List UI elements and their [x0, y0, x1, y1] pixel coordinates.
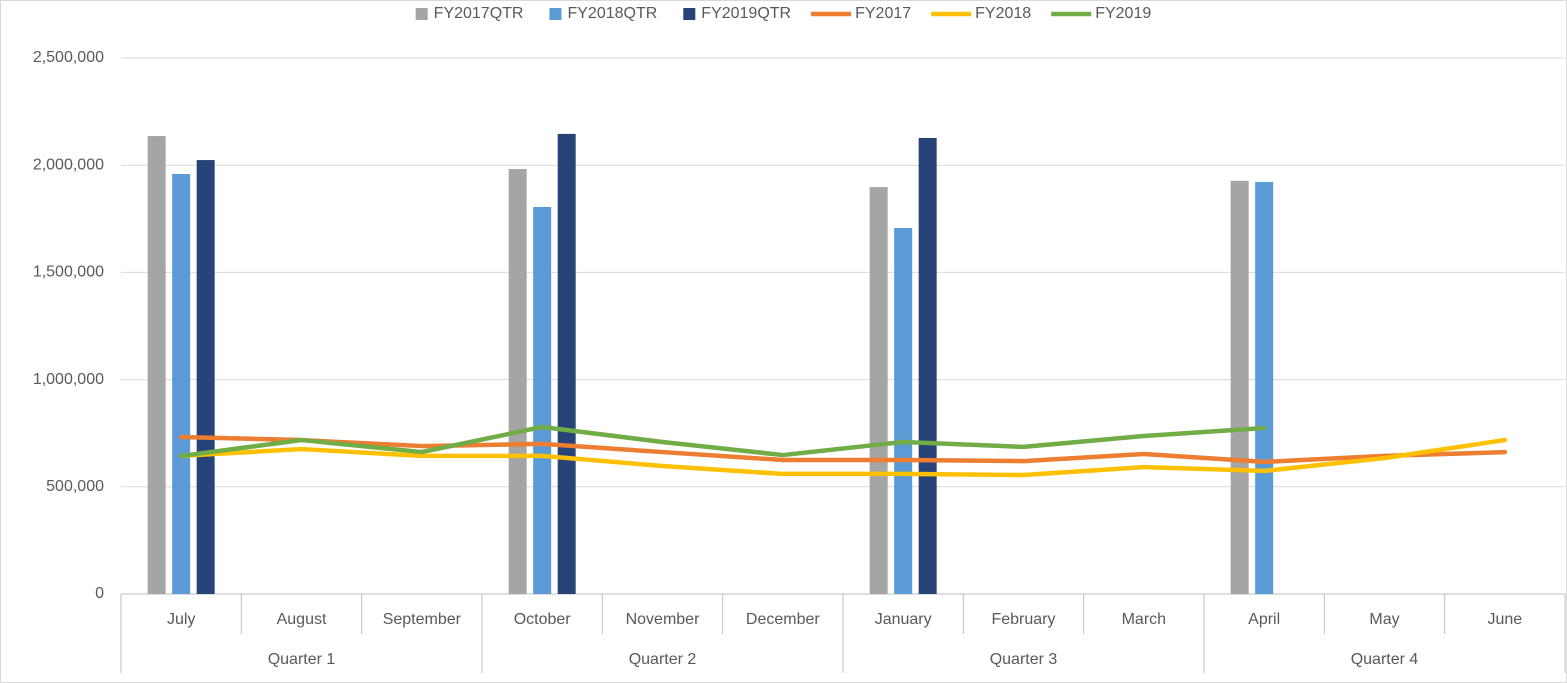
- x-tick-label: June: [1487, 611, 1522, 628]
- x-tick-label: March: [1122, 611, 1166, 628]
- legend-swatch: [683, 8, 696, 20]
- line: [178, 434, 1508, 465]
- bar: [869, 187, 888, 595]
- x-tick-label: October: [514, 611, 572, 628]
- x-tick-label: September: [383, 611, 462, 628]
- legend: FY2017QTR FY2018QTR FY2019QTR FY2017 FY2018 F…: [415, 5, 1151, 22]
- bar: [196, 160, 215, 595]
- legend-label: FY2018: [975, 5, 1031, 22]
- y-tick-label: 1,000,000: [33, 371, 104, 388]
- bar: [1255, 181, 1274, 594]
- y-tick-label: 1,500,000: [33, 264, 104, 281]
- x-tick-label: February: [991, 611, 1055, 628]
- x-tick-label: December: [746, 611, 820, 628]
- y-tick-label: 2,500,000: [33, 49, 104, 66]
- bar: [147, 136, 166, 594]
- legend-swatch: [549, 8, 562, 20]
- x-tick-label: August: [277, 611, 327, 628]
- y-tick-label: 500,000: [46, 478, 104, 495]
- legend-label: FY2017QTR: [434, 5, 524, 22]
- x-tick-label: July: [167, 611, 195, 628]
- legend-label: FY2018QTR: [567, 5, 657, 22]
- bar: [918, 137, 937, 595]
- bar: [1230, 180, 1249, 594]
- legend-swatch: [415, 8, 428, 20]
- line: [178, 424, 1267, 459]
- group-label: Quarter 1: [268, 651, 336, 668]
- legend-label: FY2017: [855, 5, 911, 22]
- group-label: Quarter 4: [1351, 651, 1419, 668]
- bar: [557, 133, 576, 595]
- legend-label: FY2019: [1095, 5, 1151, 22]
- bar: [172, 173, 191, 594]
- x-tick-label: May: [1369, 611, 1399, 628]
- x-tick-label: April: [1248, 611, 1280, 628]
- y-tick-label: 0: [95, 585, 104, 602]
- group-label: Quarter 3: [990, 651, 1058, 668]
- group-label: Quarter 2: [629, 651, 697, 668]
- bar: [508, 169, 527, 594]
- legend-label: FY2019QTR: [701, 5, 791, 22]
- y-tick-label: 2,000,000: [33, 156, 104, 173]
- bar: [894, 228, 913, 594]
- bar: [533, 207, 552, 594]
- x-tick-label: January: [875, 611, 932, 628]
- line: [178, 437, 1508, 478]
- x-tick-label: November: [626, 611, 700, 628]
